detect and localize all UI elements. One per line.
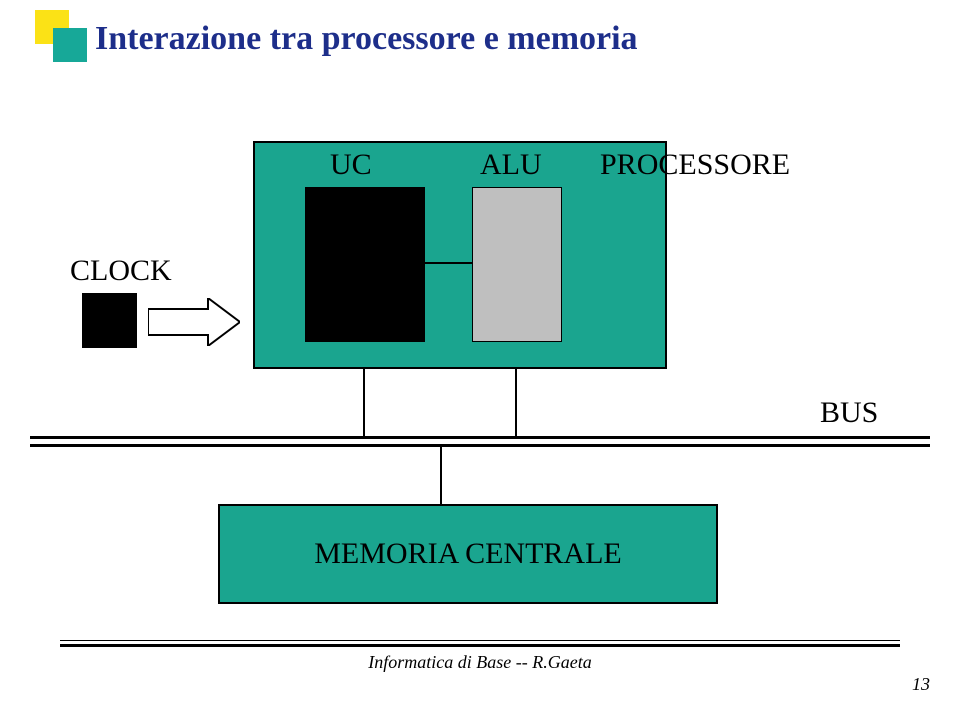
clock-arrow-icon bbox=[148, 298, 240, 346]
uc-box bbox=[305, 187, 425, 342]
accent-square-teal bbox=[53, 28, 87, 62]
footer-rule-thin bbox=[60, 640, 900, 641]
bus-label: BUS bbox=[820, 396, 878, 430]
footer-rule-thick bbox=[60, 644, 900, 647]
uc-alu-connector bbox=[425, 262, 472, 264]
processore-label: PROCESSORE bbox=[600, 148, 790, 182]
bus-line-bottom bbox=[30, 444, 930, 447]
clock-label: CLOCK bbox=[70, 254, 172, 288]
memory-label: MEMORIA CENTRALE bbox=[314, 537, 622, 571]
proc-bus-connector-2 bbox=[515, 369, 517, 436]
uc-label: UC bbox=[330, 148, 372, 182]
alu-box bbox=[472, 187, 562, 342]
slide-title: Interazione tra processore e memoria bbox=[95, 20, 638, 58]
clock-box bbox=[82, 293, 137, 348]
bus-line-top bbox=[30, 436, 930, 439]
page-number: 13 bbox=[912, 674, 930, 695]
footer-text: Informatica di Base -- R.Gaeta bbox=[0, 652, 960, 673]
memory-box: MEMORIA CENTRALE bbox=[218, 504, 718, 604]
slide-root: Interazione tra processore e memoria UC … bbox=[0, 0, 960, 713]
bus-memory-connector bbox=[440, 444, 442, 504]
proc-bus-connector-1 bbox=[363, 369, 365, 436]
alu-label: ALU bbox=[480, 148, 542, 182]
